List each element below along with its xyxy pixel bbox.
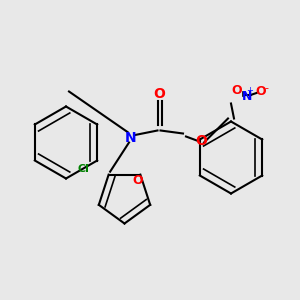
Text: O: O xyxy=(256,85,266,98)
Text: O: O xyxy=(153,88,165,101)
Text: -: - xyxy=(264,83,268,94)
Text: O: O xyxy=(232,83,242,97)
Text: +: + xyxy=(247,86,253,95)
Text: Cl: Cl xyxy=(78,164,90,175)
Text: N: N xyxy=(242,89,253,103)
Text: O: O xyxy=(132,174,143,187)
Text: O: O xyxy=(195,134,207,148)
Text: N: N xyxy=(125,131,136,145)
